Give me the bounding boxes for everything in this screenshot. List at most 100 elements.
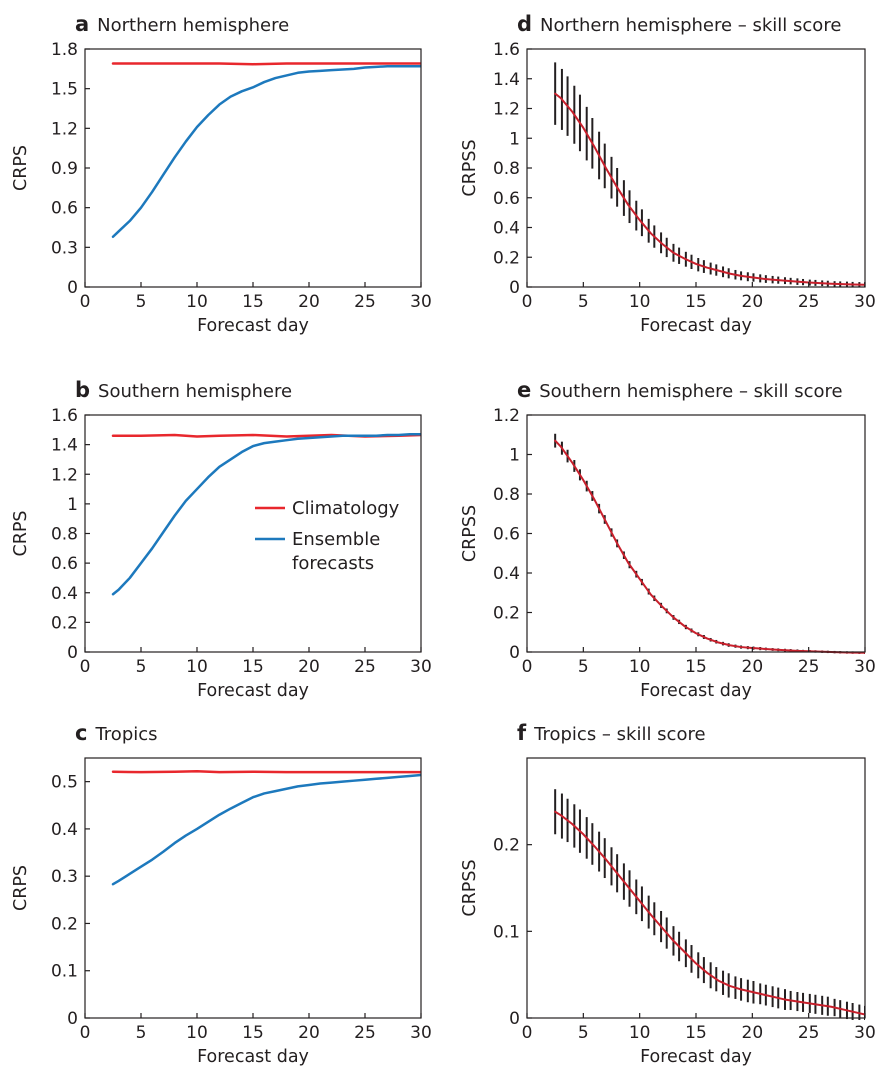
x-tick-label: 15 [242,657,264,677]
y-tick-label: 0.6 [51,199,78,219]
series-line-climatology [111,769,421,774]
plot-frame [526,414,866,653]
y-tick-label: 0 [67,643,78,663]
y-tick-label: 0 [509,643,520,663]
y-tick-label: 1.6 [51,406,78,426]
legend: Climatology Ensemble forecasts [255,498,400,574]
x-axis-label: Forecast day [197,681,309,701]
panel-title-f: f Tropics – skill score [517,721,706,745]
y-tick-label: 0.6 [51,554,78,574]
x-tick-label: 15 [685,292,707,312]
x-tick-label: 30 [410,657,432,677]
y-axis-label: CRPS [11,510,31,556]
legend-label-line: forecasts [292,553,374,574]
panel-title-a: a Northern hemisphere [75,12,289,36]
x-axis-label: Forecast day [197,1047,309,1067]
x-tick-label: 25 [354,292,376,312]
y-tick-label: 0 [509,278,520,298]
y-tick-label: 0.8 [493,485,520,505]
x-tick-label: 10 [629,292,651,312]
x-tick-label: 15 [685,657,707,677]
x-tick-label: 5 [578,657,589,677]
panel-letter: d [517,12,532,36]
y-tick-label: 1.2 [51,119,78,139]
y-tick-label: 1 [509,129,520,149]
y-tick-label: 1.5 [51,80,78,100]
x-tick-label: 10 [629,1023,651,1043]
x-tick-label: 20 [742,657,764,677]
x-tick-label: 25 [798,657,820,677]
panel-title-b: b Southern hemisphere [75,378,292,402]
y-tick-label: 0.8 [493,159,520,179]
x-tick-label: 5 [136,657,147,677]
x-tick-label: 25 [798,1023,820,1043]
y-tick-label: 1.4 [51,436,78,456]
x-tick-label: 5 [136,1023,147,1043]
panel-title-text: Southern hemisphere – skill score [539,381,842,402]
panel-title-text: Tropics [94,724,157,745]
x-tick-label: 0 [522,1023,533,1043]
y-tick-label: 0.3 [51,867,78,887]
y-tick-label: 0.2 [51,914,78,934]
x-tick-label: 5 [136,292,147,312]
y-axis-label: CRPS [11,865,31,911]
y-tick-label: 1.8 [51,40,78,60]
x-tick-label: 0 [522,292,533,312]
x-tick-label: 5 [578,1023,589,1043]
x-tick-label: 20 [298,1023,320,1043]
x-tick-label: 30 [410,292,432,312]
y-tick-label: 0.5 [51,773,78,793]
y-tick-label: 0.6 [493,189,520,209]
y-tick-label: 0.4 [51,584,78,604]
legend-label-line: Ensemble [292,529,380,550]
x-tick-label: 25 [354,1023,376,1043]
x-axis-label: Forecast day [640,681,752,701]
y-axis-label: CRPSS [460,139,480,196]
y-tick-label: 1.2 [493,406,520,426]
y-tick-label: 0.6 [493,525,520,545]
x-tick-label: 15 [242,292,264,312]
series-line-skill-score [554,92,865,286]
panel-title-e: e Southern hemisphere – skill score [517,378,843,402]
y-tick-label: 0.1 [493,922,520,942]
x-tick-label: 30 [410,1023,432,1043]
x-axis-label: Forecast day [640,1047,752,1067]
y-axis-label: CRPSS [460,859,480,916]
panel-letter: b [75,378,90,402]
x-tick-label: 15 [685,1023,707,1043]
y-tick-label: 1.4 [493,70,520,90]
x-tick-label: 20 [742,1023,764,1043]
x-tick-label: 0 [522,657,533,677]
x-tick-label: 20 [298,292,320,312]
panel-title-c: c Tropics [75,721,158,745]
y-tick-label: 0 [67,278,78,298]
panel-title-text: Northern hemisphere – skill score [540,15,841,36]
y-tick-label: 0.8 [51,525,78,545]
panel-letter: f [517,721,527,745]
x-tick-label: 15 [242,1023,264,1043]
plot-frame [526,48,866,288]
x-tick-label: 5 [578,292,589,312]
x-axis-label: Forecast day [197,316,309,336]
y-axis-label: CRPSS [460,505,480,562]
y-tick-label: 0.4 [493,564,520,584]
y-tick-label: 1.2 [493,100,520,120]
plot-frame [526,757,866,1019]
series-line-ensemble-forecasts [111,773,421,886]
legend-label-climatology: Climatology [292,498,400,519]
x-tick-label: 0 [80,1023,91,1043]
y-tick-label: 0 [67,1009,78,1029]
y-tick-label: 0.4 [51,820,78,840]
chart-panel-b: b Southern hemisphere 0 5 10 15 20 25 30 0 0.2 0.4 0… [11,378,432,701]
error-bars [554,789,865,1020]
y-tick-label: 1 [509,446,520,466]
x-tick-label: 30 [854,1023,875,1043]
y-tick-label: 0.2 [493,836,520,856]
y-tick-label: 0.3 [51,238,78,258]
panel-title-d: d Northern hemisphere – skill score [517,12,841,36]
x-tick-label: 10 [186,292,208,312]
panel-title-text: Northern hemisphere [97,15,289,36]
